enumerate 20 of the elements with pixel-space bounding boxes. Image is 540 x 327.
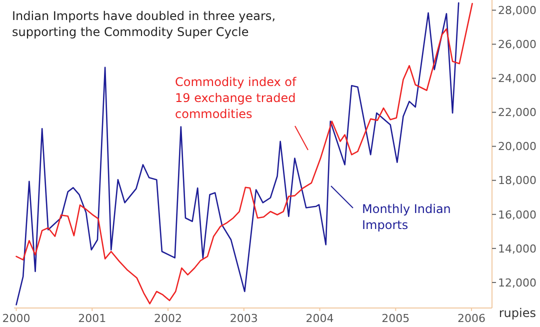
text: Indian Imports have doubled in three years, supporting the Commodity Super Cycle <box>12 9 276 39</box>
text: Commodity index of 19 exchange traded commodities <box>175 75 297 121</box>
y-tick-label: 20,000 <box>498 140 536 154</box>
x-tick-label: 2002 <box>154 312 182 325</box>
x-tick-label: 2004 <box>306 312 334 325</box>
y-tick-label: 18,000 <box>498 174 536 188</box>
x-tick-label: 2003 <box>230 312 258 325</box>
y-tick-label: 12,000 <box>498 276 536 290</box>
y-tick-label: 16,000 <box>498 208 536 222</box>
x-tick-label: 2001 <box>78 312 106 325</box>
text: Monthly Indian Imports <box>362 202 451 232</box>
x-tick-label: 2000 <box>2 312 30 325</box>
y-axis-title: rupies <box>498 306 536 320</box>
y-tick-label: 26,000 <box>498 38 536 52</box>
x-tick-label: 2005 <box>382 312 410 325</box>
y-tick-label: 14,000 <box>498 242 536 256</box>
y-tick-label: 28,000 <box>498 4 536 18</box>
x-tick-label: 2006 <box>458 312 486 325</box>
y-tick-label: 24,000 <box>498 72 536 86</box>
y-tick-label: 22,000 <box>498 106 536 120</box>
